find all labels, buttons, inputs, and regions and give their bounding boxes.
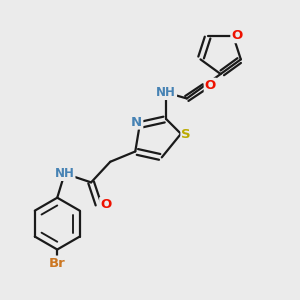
Text: NH: NH — [55, 167, 74, 180]
Text: O: O — [205, 79, 216, 92]
Text: O: O — [231, 29, 243, 42]
Text: S: S — [182, 128, 191, 141]
Text: Br: Br — [49, 256, 66, 270]
Text: N: N — [131, 116, 142, 128]
Text: NH: NH — [156, 86, 176, 99]
Text: O: O — [100, 198, 112, 211]
